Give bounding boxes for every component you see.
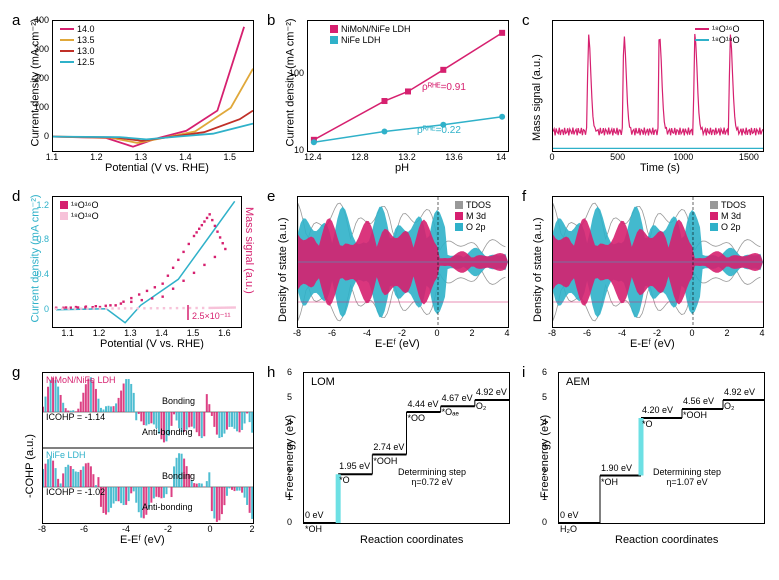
xlabel-f: E-Eᶠ (eV) xyxy=(630,338,675,350)
panel-i: i Free energy (eV) Reaction coordinates … xyxy=(520,362,769,552)
ylabel-g: -COHP (a.u.) xyxy=(24,398,36,498)
panel-label: f xyxy=(522,188,526,205)
panel-a: a Current density (mA cm⁻²) Potential (V… xyxy=(10,10,259,180)
panel-label: a xyxy=(12,12,20,29)
ylabel-d-r: Mass signal (a.u.) xyxy=(243,207,255,317)
xlabel-g: E-Eᶠ (eV) xyxy=(120,534,165,546)
xlabel-c: Time (s) xyxy=(640,162,680,174)
panel-label: b xyxy=(267,12,275,29)
panel-b: b Current density (mA cm⁻²) pH NiMoN/NiF… xyxy=(265,10,514,180)
ylabel-f: Density of state (a.u.) xyxy=(532,202,544,322)
panel-label: e xyxy=(267,188,275,205)
panel-label: g xyxy=(12,364,20,381)
ylabel-c: Mass signal (a.u.) xyxy=(531,31,543,141)
xlabel-b: pH xyxy=(395,162,409,174)
legend-b: NiMoN/NiFe LDHNiFe LDH xyxy=(330,24,411,46)
legend-e: TDOSM 3dO 2p xyxy=(455,200,491,233)
ylabel-e: Density of state (a.u.) xyxy=(277,202,289,322)
xlabel-a: Potential (V vs. RHE) xyxy=(105,162,209,174)
legend-d: ¹⁸O¹⁶O¹⁸O¹⁸O xyxy=(60,200,99,222)
panel-label: i xyxy=(522,364,525,381)
figure-grid: a Current density (mA cm⁻²) Potential (V… xyxy=(10,10,769,552)
ylabel-b: Current density (mA cm⁻²) xyxy=(284,27,297,147)
panel-e: e Density of state (a.u.) E-Eᶠ (eV) TDOS… xyxy=(265,186,514,356)
xlabel-h: Reaction coordinates xyxy=(360,534,463,546)
panel-c: c Mass signal (a.u.) Time (s) ¹⁸O¹⁶O¹⁸O¹… xyxy=(520,10,769,180)
legend-c: ¹⁸O¹⁶O¹⁸O¹⁸O xyxy=(695,24,740,46)
panel-g: g -COHP (a.u.) E-Eᶠ (eV) NiMoN/NiFe LDHI… xyxy=(10,362,259,552)
xlabel-e: E-Eᶠ (eV) xyxy=(375,338,420,350)
panel-label: c xyxy=(522,12,530,29)
xlabel-d: Potential (V vs. RHE) xyxy=(100,338,204,350)
panel-d: d Current density (mA cm⁻²) Mass signal … xyxy=(10,186,259,356)
panel-f: f Density of state (a.u.) E-Eᶠ (eV) TDOS… xyxy=(520,186,769,356)
legend-f: TDOSM 3dO 2p xyxy=(710,200,746,233)
panel-h: h Free energy (eV) Reaction coordinates … xyxy=(265,362,514,552)
xlabel-i: Reaction coordinates xyxy=(615,534,718,546)
panel-label: d xyxy=(12,188,20,205)
legend-a: 14.013.513.012.5 xyxy=(60,24,95,68)
panel-label: h xyxy=(267,364,275,381)
